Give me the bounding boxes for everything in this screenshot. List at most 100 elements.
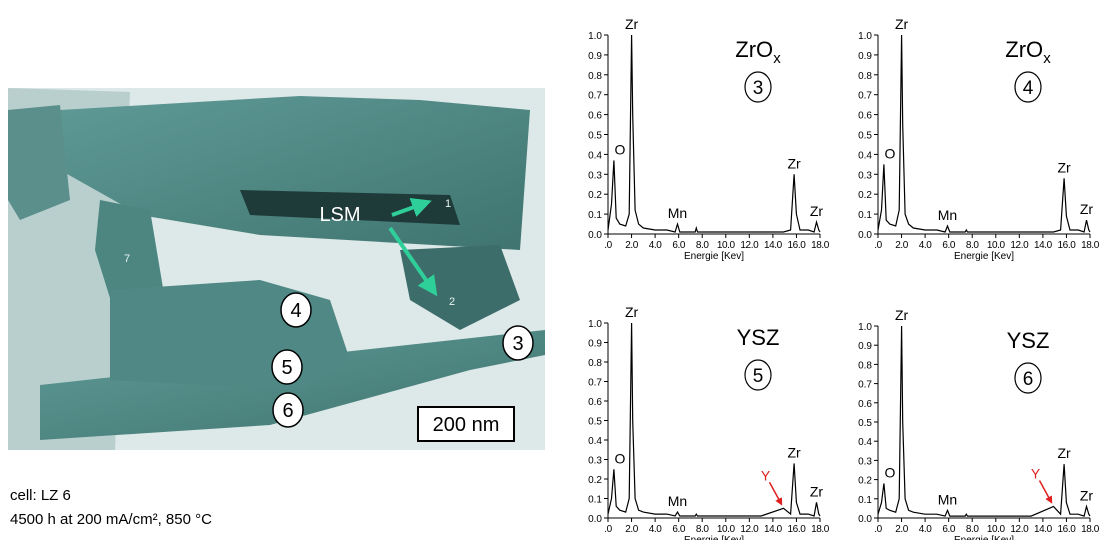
x-tick-label: 2.0	[625, 524, 639, 535]
y-tick-label: 0.4	[858, 150, 872, 161]
peak-label: Zr	[895, 16, 909, 32]
x-axis-label: Energie [Kev]	[684, 251, 744, 262]
spectrum-title: ZrOx	[735, 37, 781, 67]
point-label: 7	[124, 253, 130, 265]
x-tick-label: 12.0	[740, 240, 759, 251]
x-tick-label: 14.0	[764, 240, 783, 251]
y-tick-label: 1.0	[588, 319, 602, 330]
y-tick-label: 1.0	[858, 31, 872, 42]
spectrum-title: ZrOx	[1005, 37, 1051, 67]
spectrum-title: YSZ	[1007, 328, 1050, 353]
x-tick-label: 2.0	[895, 240, 909, 251]
peak-label: O	[614, 141, 625, 157]
figure-canvas: LSM 1 2 7 4563 200 nm cell: LZ 6 4500 h …	[0, 0, 1103, 540]
x-tick-label: 6.0	[672, 524, 686, 535]
peak-label: Y	[761, 467, 771, 483]
y-tick-label: 0.9	[858, 341, 872, 352]
y-tick-label: 0.5	[858, 131, 872, 142]
y-tick-label: 0.4	[588, 150, 602, 161]
x-tick-label: 10.0	[717, 240, 736, 251]
title-text: YSZ	[737, 325, 780, 350]
scale-bar: 200 nm	[433, 414, 500, 436]
x-tick-label: 8.0	[966, 524, 980, 535]
x-tick-label: 8.0	[696, 524, 710, 535]
y-tick-label: 1.0	[588, 31, 602, 42]
x-tick-label: 16.0	[1058, 240, 1077, 251]
peak-label: Zr	[787, 444, 801, 460]
spectrum-label: 4	[1023, 78, 1034, 99]
y-tick-label: 0.0	[588, 514, 602, 525]
spectrum-chart: 0.00.10.20.30.40.50.60.70.80.91.0.02.04.…	[858, 307, 1100, 540]
y-tick-label: 0.7	[858, 380, 872, 391]
spectrum-line	[878, 326, 1090, 516]
lsm-label: LSM	[319, 204, 360, 226]
y-tick-label: 0.2	[588, 190, 602, 201]
x-tick-label: 12.0	[1010, 240, 1029, 251]
y-tick-label: 0.1	[858, 210, 872, 221]
y-tick-label: 0.5	[858, 418, 872, 429]
circled-label: 5	[281, 357, 292, 379]
x-axis-label: Energie [Kev]	[684, 535, 744, 540]
peak-label: Zr	[625, 16, 639, 32]
peak-label: Zr	[1080, 487, 1094, 503]
x-tick-label: 6.0	[942, 240, 956, 251]
spectrum-label: 3	[753, 78, 764, 99]
peak-label: Zr	[810, 203, 824, 219]
x-tick-label: 4.0	[919, 240, 933, 251]
x-tick-label: .0	[874, 240, 882, 251]
y-tick-label: 0.8	[588, 358, 602, 369]
peak-label: Zr	[625, 304, 639, 320]
peak-label: Mn	[938, 491, 957, 507]
x-tick-label: 16.0	[788, 240, 807, 251]
peak-label: Y	[1031, 465, 1041, 481]
spectrum-line	[608, 323, 820, 516]
x-axis-label: Energie [Kev]	[954, 251, 1014, 262]
y-tick-label: 0.3	[858, 170, 872, 181]
x-tick-label: 16.0	[788, 524, 807, 535]
x-tick-label: 12.0	[740, 524, 759, 535]
peak-label: O	[884, 145, 895, 161]
title-text: ZrO	[735, 37, 773, 62]
y-tick-label: 0.4	[588, 436, 602, 447]
peak-label: Zr	[1057, 445, 1071, 461]
spectrum-label: 5	[753, 366, 764, 387]
y-tick-label: 0.1	[858, 495, 872, 506]
y-tick-label: 1.0	[858, 322, 872, 333]
peak-label: Zr	[1080, 201, 1094, 217]
y-tick-label: 0.0	[858, 230, 872, 241]
peak-label: Zr	[787, 155, 801, 171]
y-tick-label: 0.9	[588, 51, 602, 62]
y-tick-label: 0.2	[588, 475, 602, 486]
y-tick-label: 0.0	[858, 514, 872, 525]
x-tick-label: 10.0	[987, 524, 1006, 535]
x-tick-label: .0	[604, 524, 612, 535]
title-text: YSZ	[1007, 328, 1050, 353]
peak-label: O	[884, 464, 895, 480]
y-tick-label: 0.9	[858, 51, 872, 62]
spectrum-label: 6	[1023, 369, 1034, 390]
peak-label: Zr	[895, 307, 909, 323]
y-tick-label: 0.5	[588, 131, 602, 142]
x-tick-label: 18.0	[1081, 524, 1100, 535]
peak-arrow	[1039, 480, 1051, 502]
x-tick-label: 2.0	[895, 524, 909, 535]
x-tick-label: 8.0	[966, 240, 980, 251]
circled-label: 3	[512, 333, 523, 355]
x-tick-label: 14.0	[1034, 240, 1053, 251]
y-tick-label: 0.5	[588, 417, 602, 428]
x-tick-label: 8.0	[696, 240, 710, 251]
y-tick-label: 0.4	[858, 437, 872, 448]
y-tick-label: 0.3	[588, 170, 602, 181]
x-tick-label: 18.0	[1081, 240, 1100, 251]
peak-label: Mn	[668, 205, 687, 221]
x-tick-label: 4.0	[649, 524, 663, 535]
x-tick-label: 6.0	[942, 524, 956, 535]
x-tick-label: 16.0	[1058, 524, 1077, 535]
y-tick-label: 0.2	[858, 190, 872, 201]
y-tick-label: 0.8	[588, 71, 602, 82]
y-tick-label: 0.3	[588, 456, 602, 467]
y-tick-label: 0.6	[588, 111, 602, 122]
x-tick-label: 18.0	[811, 524, 830, 535]
